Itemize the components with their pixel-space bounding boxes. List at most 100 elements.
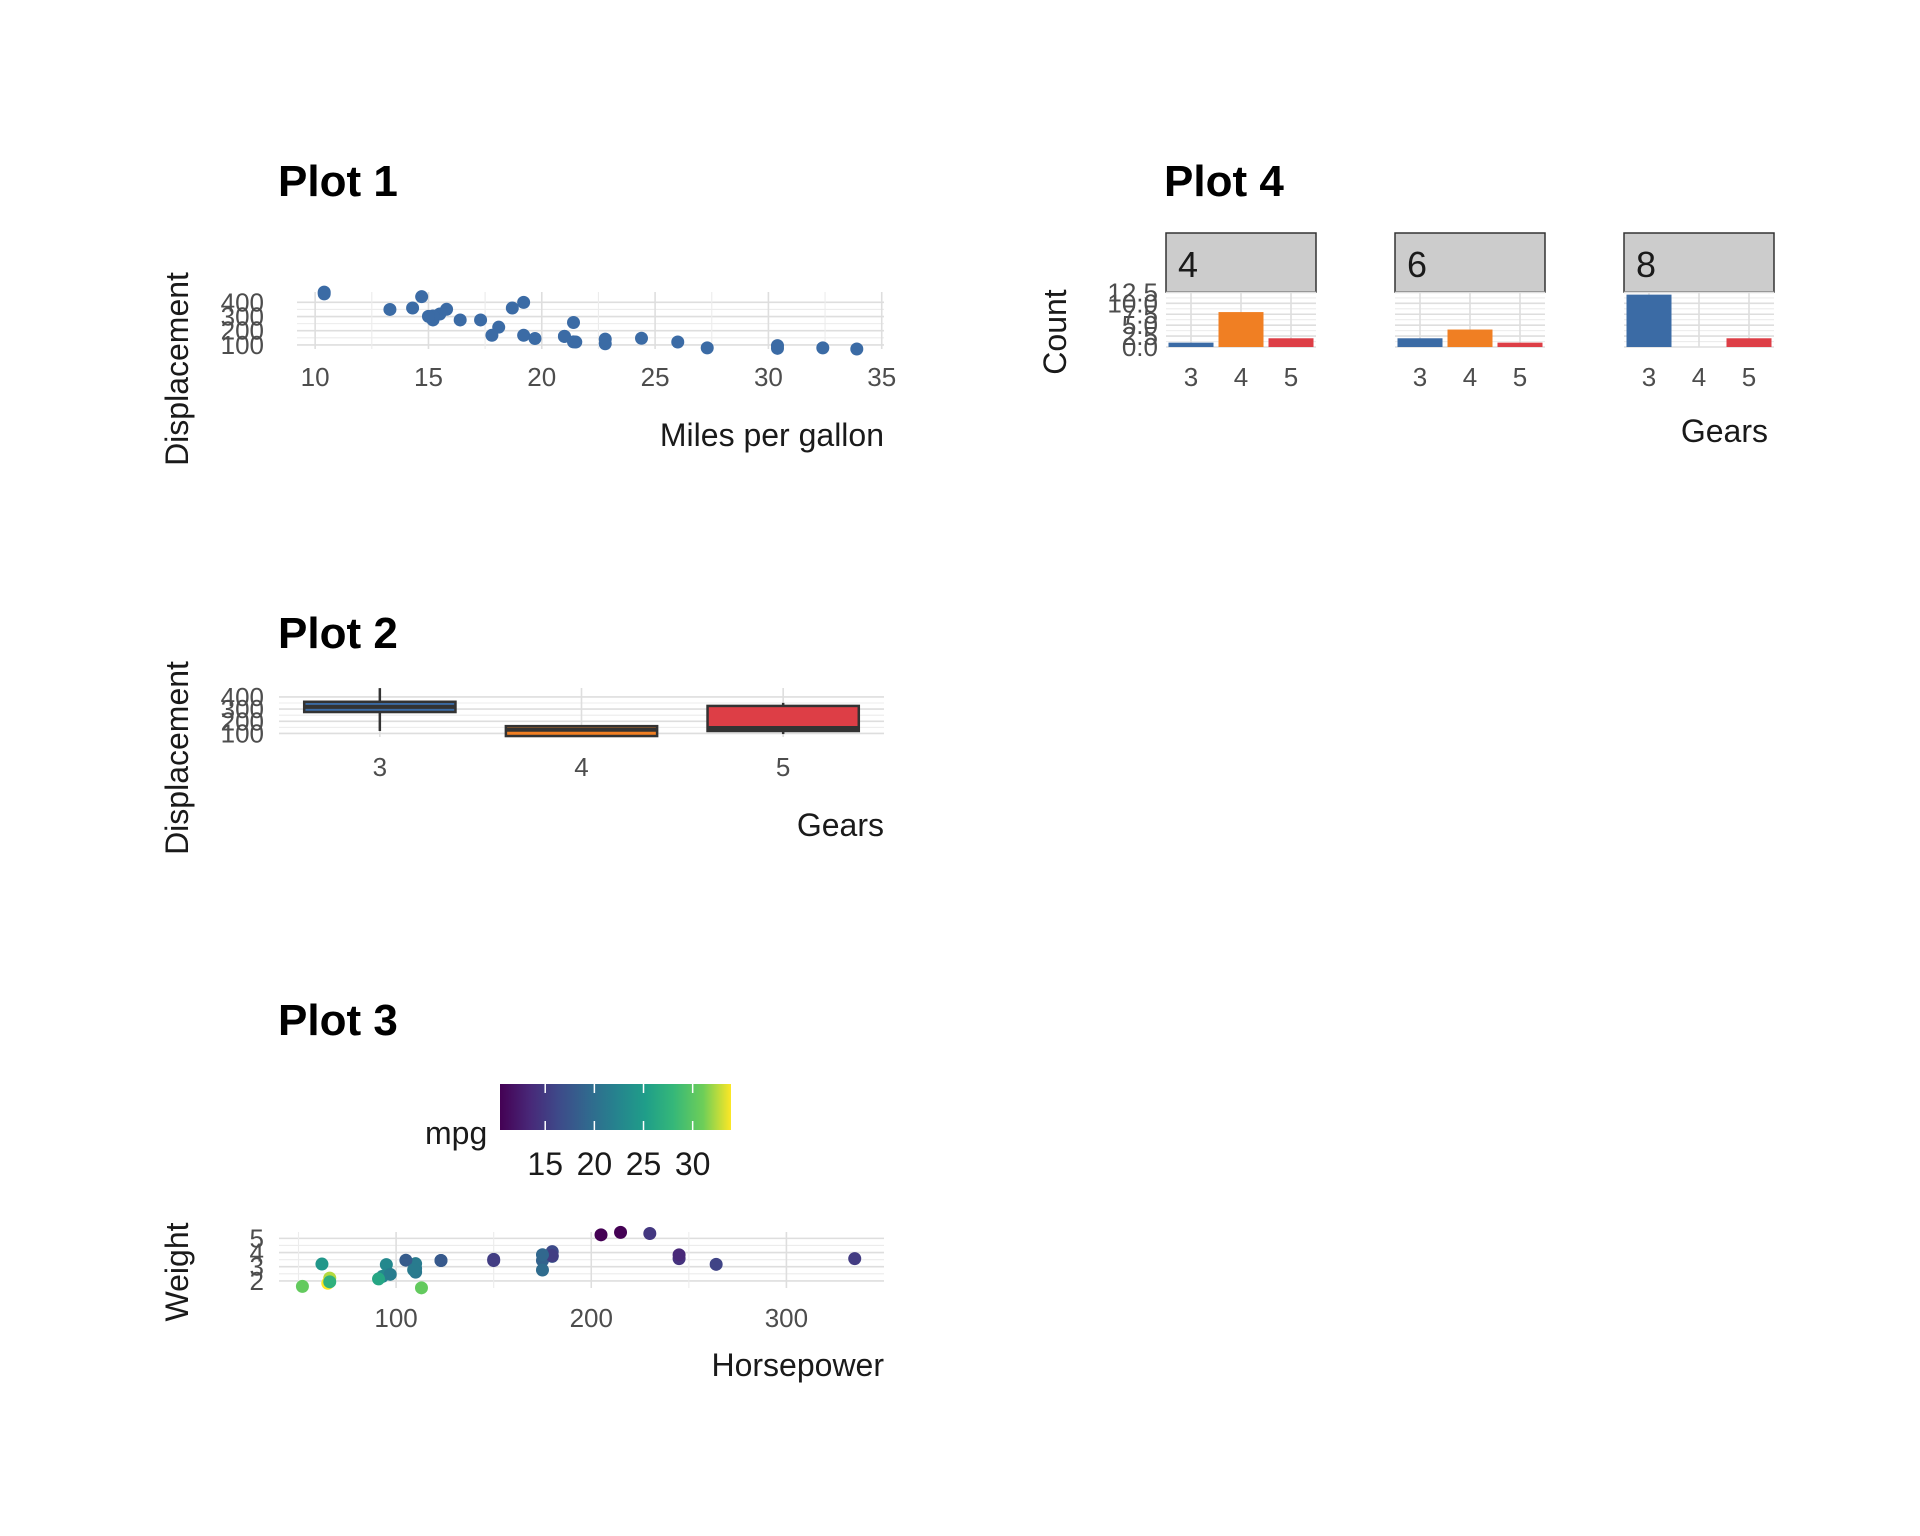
plot-3-grid bbox=[279, 1232, 884, 1288]
plot-4-facet-0-x-tick-label-0: 3 bbox=[1184, 362, 1198, 392]
plot-4-facet-2-bar-3 bbox=[1626, 294, 1672, 347]
plot-4-x-axis-title: Gears bbox=[1681, 413, 1768, 449]
plot-4-panel: Plot 4 4 3 4 5 6 3 4 5 8 3 4 5 0.02.55.07.510.012.5… bbox=[1037, 157, 1775, 449]
plot-4-facet-0-bar-4 bbox=[1218, 312, 1264, 347]
plot-1-point-3 bbox=[567, 315, 581, 329]
plot-3-x-axis-title: Horsepower bbox=[711, 1347, 884, 1383]
plot-4-strip-label-2: 8 bbox=[1636, 244, 1656, 285]
plot-1-point-7 bbox=[634, 331, 648, 345]
plot-3-point-13 bbox=[545, 1249, 559, 1263]
plot-3-point-23 bbox=[672, 1248, 686, 1262]
plot-4-facet-1-bar-3 bbox=[1397, 338, 1443, 347]
plot-4-facet-0-bar-3 bbox=[1168, 342, 1214, 347]
plot-4-facet-2-x-tick-label-2: 5 bbox=[1742, 362, 1756, 392]
plot-3-title: Plot 3 bbox=[278, 996, 398, 1045]
plot-4-title: Plot 4 bbox=[1164, 157, 1284, 206]
plot-3-x-tick-label-1: 200 bbox=[570, 1303, 613, 1333]
plot-1-point-31 bbox=[567, 335, 581, 349]
plot-3-point-31 bbox=[407, 1263, 421, 1277]
plot-4-y-tick-label-0: 0.0 bbox=[1122, 332, 1158, 362]
plot-4-strip-1 bbox=[1394, 232, 1546, 293]
plot-1-point-10 bbox=[485, 328, 499, 342]
plot-3-point-15 bbox=[614, 1225, 628, 1239]
plot-4-facet-1-x-tick-label-0: 3 bbox=[1413, 362, 1427, 392]
plot-2-x-tick-label-2: 5 bbox=[776, 752, 790, 782]
plot-4-facet-2-x-tick-label-1: 4 bbox=[1692, 362, 1706, 392]
plot-2-x-axis-title: Gears bbox=[797, 807, 884, 843]
plot-1-point-4 bbox=[505, 301, 519, 315]
plot-3-colorbar-label-0: 15 bbox=[527, 1146, 563, 1182]
plot-3-y-tick-label-0: 2 bbox=[250, 1266, 264, 1296]
plot-1-x-tick-label-5: 35 bbox=[867, 362, 896, 392]
plot-1-grid bbox=[297, 292, 884, 349]
plot-2-x-tick-label-0: 3 bbox=[373, 752, 387, 782]
plot-3-point-27 bbox=[414, 1281, 428, 1295]
plot-3-point-28 bbox=[709, 1257, 723, 1271]
plot-3-point-16 bbox=[643, 1226, 657, 1240]
plot-1-point-29 bbox=[528, 332, 542, 346]
plot-1-x-tick-label-2: 20 bbox=[527, 362, 556, 392]
plot-4-facet-0-x-tick-label-2: 5 bbox=[1284, 362, 1298, 392]
plot-1-x-ticks: 10 15 20 25 30 35 bbox=[301, 362, 897, 392]
plot-1-point-26 bbox=[671, 335, 685, 349]
plot-3-y-tick-label-1: 3 bbox=[250, 1252, 264, 1282]
plot-2-y-tick-label-2: 300 bbox=[221, 694, 264, 724]
plot-4-y-tick-label-3: 7.5 bbox=[1122, 299, 1158, 329]
plot-4-strip-2 bbox=[1623, 232, 1775, 293]
plot-1-point-12 bbox=[474, 313, 488, 327]
plot-1-point-30 bbox=[421, 309, 435, 323]
plot-3-point-30 bbox=[848, 1252, 862, 1266]
plot-2-y-tick-label-3: 400 bbox=[221, 682, 264, 712]
plot-1-x-tick-label-1: 15 bbox=[414, 362, 443, 392]
plot-3-point-22 bbox=[487, 1254, 501, 1268]
plot-1-point-6 bbox=[406, 301, 420, 315]
plot-3-point-5 bbox=[399, 1253, 413, 1267]
plot-3-point-10 bbox=[434, 1253, 448, 1267]
plot-3-colorbar-label-2: 25 bbox=[626, 1146, 662, 1182]
plot-1-y-tick-label-2: 300 bbox=[221, 302, 264, 332]
plot-3-colorbar-label-3: 30 bbox=[675, 1146, 711, 1182]
plot-4-facet-1-bar-5 bbox=[1497, 342, 1543, 347]
plot-3-points bbox=[295, 1225, 862, 1295]
plot-1-y-tick-label-0: 100 bbox=[221, 330, 264, 360]
plot-4-y-tick-label-1: 2.5 bbox=[1122, 321, 1158, 351]
plot-3-legend-title: mpg bbox=[425, 1115, 487, 1151]
plot-4-facets: 4 3 4 5 6 3 4 5 8 3 4 5 bbox=[1165, 232, 1775, 392]
plot-1-point-8 bbox=[598, 332, 612, 346]
plot-4-facet-1-x-tick-label-2: 5 bbox=[1513, 362, 1527, 392]
plot-3-x-tick-label-2: 300 bbox=[765, 1303, 808, 1333]
plot-3-colorbar bbox=[500, 1084, 731, 1130]
plot-3-colorbar-label-1: 20 bbox=[577, 1146, 613, 1182]
plot-2-y-tick-label-0: 100 bbox=[221, 718, 264, 748]
plot-4-strip-label-1: 6 bbox=[1407, 244, 1427, 285]
plot-3-point-25 bbox=[323, 1275, 337, 1289]
plot-1-point-15 bbox=[317, 287, 331, 301]
plot-4-y-tick-label-5: 12.5 bbox=[1107, 277, 1158, 307]
plot-1-point-19 bbox=[850, 342, 864, 356]
plot-1-point-27 bbox=[770, 339, 784, 353]
plot-3-point-14 bbox=[594, 1228, 608, 1242]
plot-1-x-axis-title: Miles per gallon bbox=[660, 417, 884, 453]
plot-1-point-16 bbox=[415, 290, 429, 304]
plot-4-facet-0-x-tick-label-1: 4 bbox=[1234, 362, 1248, 392]
plot-2-boxes bbox=[302, 688, 861, 738]
plot-3-colorbar-ticks: 15 20 25 30 bbox=[527, 1084, 710, 1182]
plot-2-x-tick-label-1: 4 bbox=[574, 752, 588, 782]
plot-1-y-axis-title: Displacement bbox=[159, 272, 195, 466]
plot-3-y-tick-label-3: 5 bbox=[250, 1223, 264, 1253]
plot-1-x-tick-label-3: 25 bbox=[641, 362, 670, 392]
plot-1-points bbox=[317, 285, 864, 356]
plot-3-x-ticks: 100 200 300 bbox=[374, 1303, 808, 1333]
plot-4-strip-0 bbox=[1165, 232, 1317, 293]
plot-3-x-tick-label-0: 100 bbox=[374, 1303, 417, 1333]
plot-3-point-29 bbox=[535, 1263, 549, 1277]
plot-4-y-tick-label-2: 5.0 bbox=[1122, 310, 1158, 340]
plot-3-point-24 bbox=[535, 1248, 549, 1262]
plot-1-point-25 bbox=[700, 341, 714, 355]
